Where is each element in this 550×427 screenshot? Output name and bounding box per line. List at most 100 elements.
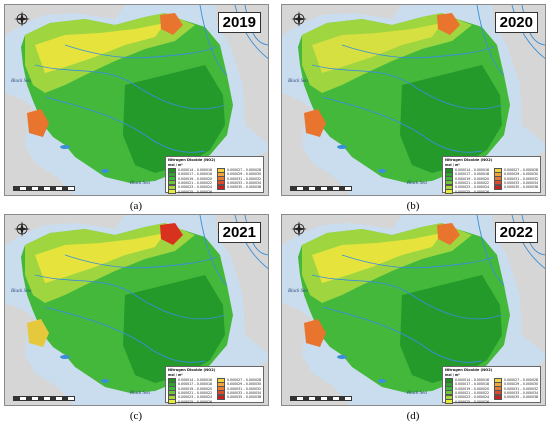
- legend-item: 0.000035 – 0.000038: [494, 184, 539, 190]
- legend-item-label: 0.000014 – 0.000016: [178, 168, 213, 172]
- legend-title: Nitrogen Dioxide (NO2): [445, 158, 493, 162]
- sea-label-west: Black Sea: [11, 79, 31, 84]
- legend-item-label: 0.000035 – 0.000038: [504, 185, 539, 190]
- legend-item-label: 0.000017 – 0.000018: [178, 172, 213, 177]
- legend-item-label: 0.000027 – 0.000028: [227, 168, 262, 172]
- legend-item-label: 0.000031 – 0.000032: [504, 386, 539, 391]
- legend-item: 0.000025 – 0.000026: [168, 189, 213, 194]
- scale-bar: [13, 186, 75, 191]
- panel-caption: (d): [406, 410, 420, 422]
- legend-item: 0.000035 – 0.000038: [217, 184, 262, 190]
- north-arrow-icon: [14, 221, 30, 237]
- legend-item-label: 0.000035 – 0.000038: [227, 395, 262, 400]
- map-panel-2020: 2020 Black Sea Black Sea Nitrogen Dioxid…: [281, 4, 546, 196]
- legend-unit: mol / m²: [168, 163, 183, 167]
- legend-item-label: 0.000035 – 0.000038: [227, 185, 262, 190]
- legend-swatch: [445, 189, 453, 194]
- legend-item-label: 0.000029 – 0.000030: [227, 172, 262, 177]
- legend-item-label: 0.000023 – 0.000024: [178, 185, 213, 190]
- legend-title: Nitrogen Dioxide (NO2): [445, 368, 493, 372]
- legend-item-label: 0.000033 – 0.000034: [227, 390, 262, 395]
- legend-unit: mol / m²: [445, 163, 460, 167]
- legend-item-label: 0.000017 – 0.000018: [455, 172, 490, 177]
- scale-bar: [13, 396, 75, 401]
- map-panel-2019: 2019 Black Sea Black Sea Nitrogen Dioxid…: [4, 4, 269, 196]
- region-map: [5, 215, 268, 405]
- sea-label-west: Black Sea: [288, 289, 308, 294]
- legend-item-label: 0.000029 – 0.000030: [227, 382, 262, 387]
- year-label: 2022: [494, 222, 538, 243]
- map-panel-2022: 2022 Black Sea Black Sea Nitrogen Dioxid…: [281, 214, 546, 406]
- north-arrow-icon: [291, 11, 307, 27]
- legend-item: 0.000035 – 0.000038: [217, 394, 262, 400]
- sea-label-west: Black Sea: [11, 289, 31, 294]
- legend-item-label: 0.000031 – 0.000032: [227, 176, 262, 181]
- legend-item-label: 0.000027 – 0.000028: [504, 168, 539, 172]
- legend-swatch: [494, 394, 502, 400]
- legend-swatch: [217, 184, 225, 190]
- year-label: 2020: [494, 12, 538, 33]
- legend-item-label: 0.000033 – 0.000034: [504, 180, 539, 185]
- legend-item-label: 0.000019 – 0.000020: [178, 176, 213, 181]
- region-map: [282, 215, 545, 405]
- legend-item-label: 0.000017 – 0.000018: [455, 382, 490, 387]
- scale-bar: [290, 396, 352, 401]
- legend-item-label: 0.000027 – 0.000028: [227, 378, 262, 382]
- panel-caption: (b): [406, 200, 420, 212]
- legend-item-label: 0.000025 – 0.000026: [455, 189, 490, 194]
- legend-item-label: 0.000021 – 0.000022: [178, 180, 213, 185]
- region-map: [5, 5, 268, 195]
- legend-item-label: 0.000019 – 0.000020: [178, 386, 213, 391]
- legend-item: 0.000035 – 0.000038: [494, 394, 538, 400]
- legend-title: Nitrogen Dioxide (NO2): [168, 368, 216, 372]
- legend: Nitrogen Dioxide (NO2) mol / m² 0.000014…: [442, 156, 541, 194]
- legend: Nitrogen Dioxide (NO2) mol / m² 0.000014…: [442, 366, 541, 404]
- sea-label-south: Black Sea: [130, 391, 150, 396]
- legend-item-label: 0.000031 – 0.000032: [227, 386, 262, 391]
- legend-item-label: 0.000027 – 0.000028: [504, 378, 539, 382]
- panel-caption: (c): [129, 410, 143, 422]
- legend-item-label: 0.000025 – 0.000026: [455, 399, 490, 404]
- sea-label-south: Black Sea: [407, 181, 427, 186]
- sea-label-south: Black Sea: [130, 181, 150, 186]
- legend-item: 0.000025 – 0.000026: [168, 399, 213, 404]
- legend-item-label: 0.000033 – 0.000034: [504, 390, 539, 395]
- legend-item-label: 0.000023 – 0.000024: [178, 395, 213, 400]
- north-arrow-icon: [291, 221, 307, 237]
- year-label: 2019: [217, 12, 261, 33]
- legend-item-label: 0.000029 – 0.000030: [504, 382, 539, 387]
- legend: Nitrogen Dioxide (NO2) mol / m² 0.000014…: [165, 366, 264, 404]
- legend-swatch: [445, 399, 453, 404]
- legend-item-label: 0.000014 – 0.000016: [455, 378, 490, 382]
- legend-item: 0.000025 – 0.000026: [445, 189, 490, 194]
- legend-item-label: 0.000025 – 0.000026: [178, 399, 213, 404]
- legend-item-label: 0.000014 – 0.000016: [178, 378, 213, 382]
- sea-label-west: Black Sea: [288, 79, 308, 84]
- legend: Nitrogen Dioxide (NO2) mol / m² 0.000014…: [165, 156, 264, 194]
- region-map: [282, 5, 545, 195]
- year-label: 2021: [217, 222, 261, 243]
- legend-swatch: [217, 394, 225, 400]
- legend-unit: mol / m²: [445, 373, 460, 377]
- legend-item-label: 0.000031 – 0.000032: [504, 176, 539, 181]
- legend-swatch: [494, 184, 502, 190]
- legend-title: Nitrogen Dioxide (NO2): [168, 158, 216, 162]
- legend-item-label: 0.000033 – 0.000034: [227, 180, 262, 185]
- legend-item-label: 0.000021 – 0.000022: [455, 390, 490, 395]
- legend-item-label: 0.000021 – 0.000022: [455, 180, 490, 185]
- legend-item-label: 0.000017 – 0.000018: [178, 382, 213, 387]
- legend-item-label: 0.000025 – 0.000026: [178, 189, 213, 194]
- legend-item-label: 0.000023 – 0.000024: [455, 185, 490, 190]
- legend-item-label: 0.000019 – 0.000020: [455, 386, 490, 391]
- map-panel-2021: 2021 Black Sea Black Sea Nitrogen Dioxid…: [4, 214, 269, 406]
- legend-item-label: 0.000029 – 0.000030: [504, 172, 539, 177]
- sea-label-south: Black Sea: [407, 391, 427, 396]
- legend-item: 0.000025 – 0.000026: [445, 399, 490, 404]
- legend-item-label: 0.000021 – 0.000022: [178, 390, 213, 395]
- north-arrow-icon: [14, 11, 30, 27]
- legend-item-label: 0.000014 – 0.000016: [455, 168, 490, 172]
- legend-item-label: 0.000019 – 0.000020: [455, 176, 490, 181]
- scale-bar: [290, 186, 352, 191]
- legend-item-label: 0.000023 – 0.000024: [455, 395, 490, 400]
- legend-swatch: [168, 189, 176, 194]
